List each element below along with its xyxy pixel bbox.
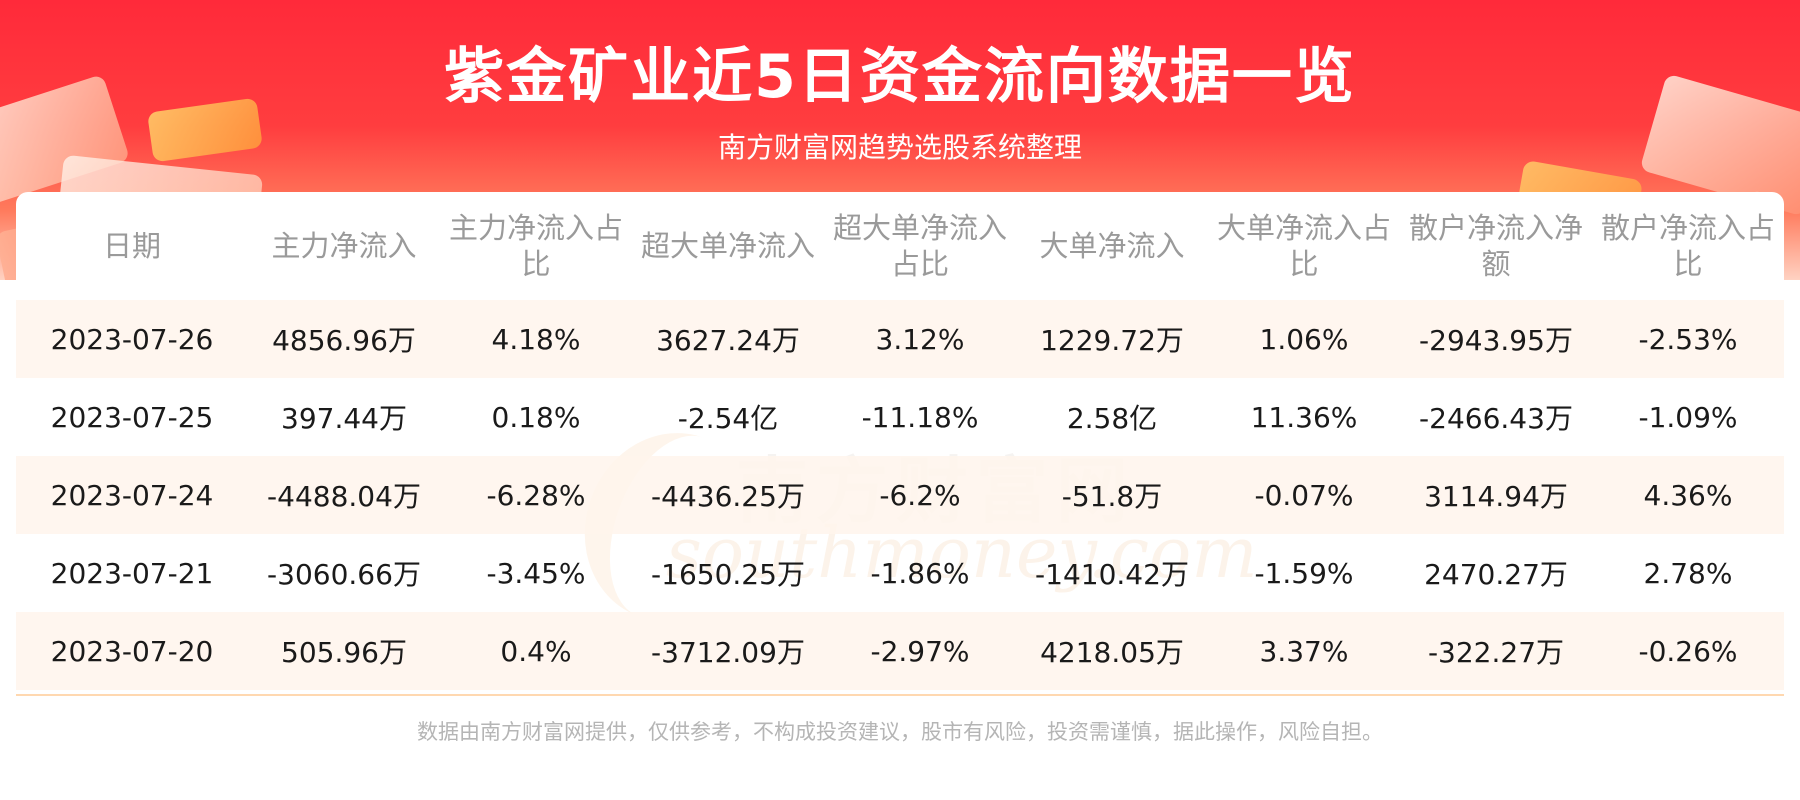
column-header-large-ratio: 大单净流入占比 [1216, 211, 1391, 281]
cell-main-ratio: -6.28% [440, 456, 632, 534]
cell-main-ratio: 4.18% [440, 300, 632, 378]
column-header-main-ratio: 主力净流入占比 [448, 211, 623, 281]
cell-main-ratio: 0.4% [440, 612, 632, 690]
cell-xl-inflow: -4436.25万 [632, 456, 824, 534]
cell-xl-inflow: -3712.09万 [632, 612, 824, 690]
cell-main-inflow: -4488.04万 [248, 456, 440, 534]
cell-retail-ratio: 2.78% [1643, 556, 1733, 590]
footer-divider [16, 694, 1784, 696]
cell-large-inflow: 4218.05万 [1016, 612, 1208, 690]
cell-retail-ratio: 4.36% [1592, 456, 1784, 534]
cell-main-ratio: 0.18% [491, 400, 581, 434]
page-subtitle: 南方财富网趋势选股系统整理 [717, 131, 1082, 164]
cell-xl-inflow: -2.54亿 [677, 402, 779, 435]
cell-retail-inflow: -2466.43万 [1419, 402, 1573, 435]
cell-xl-ratio: -2.97% [824, 612, 1016, 690]
column-header-xl-ratio: 超大单净流入占比 [832, 211, 1007, 281]
cell-large-ratio: 1.06% [1208, 300, 1400, 378]
cell-large-ratio: -0.07% [1208, 456, 1400, 534]
cell-retail-inflow: 3114.94万 [1400, 456, 1592, 534]
table-row: 2023-07-20 505.96万 0.4% -3712.09万 -2.97%… [16, 612, 1784, 690]
cell-retail-ratio: -2.53% [1592, 300, 1784, 378]
table-row: 2023-07-24 -4488.04万 -6.28% -4436.25万 -6… [16, 456, 1784, 534]
cell-large-ratio: -1.59% [1254, 556, 1354, 590]
cell-date: 2023-07-20 [16, 612, 248, 690]
cell-main-ratio: -3.45% [486, 556, 586, 590]
column-header-large-inflow: 大单净流入 [1039, 229, 1185, 263]
column-header-retail-ratio: 散户净流入占比 [1600, 211, 1775, 281]
table-row: 2023-07-25 397.44万 0.18% -2.54亿 -11.18% … [16, 378, 1784, 456]
cell-large-inflow: 2.58亿 [1066, 402, 1158, 435]
table-row: 2023-07-26 4856.96万 4.18% 3627.24万 3.12%… [16, 300, 1784, 378]
cell-xl-ratio: -11.18% [861, 400, 979, 434]
cell-date: 2023-07-26 [16, 300, 248, 378]
cell-large-inflow: -1410.42万 [1035, 558, 1189, 591]
cell-main-inflow: 4856.96万 [248, 300, 440, 378]
cell-retail-inflow: -322.27万 [1400, 612, 1592, 690]
cell-large-inflow: 1229.72万 [1016, 300, 1208, 378]
cell-date: 2023-07-21 [50, 556, 214, 590]
table-header-row: 日期 主力净流入 主力净流入占比 超大单净流入 超大单净流入占比 大单净流入 大… [16, 192, 1784, 300]
cell-main-inflow: 505.96万 [248, 612, 440, 690]
cell-xl-ratio: -1.86% [870, 556, 970, 590]
cell-large-inflow: -51.8万 [1016, 456, 1208, 534]
column-header-main-inflow: 主力净流入 [271, 229, 417, 263]
cell-retail-inflow: 2470.27万 [1424, 558, 1568, 591]
cell-date: 2023-07-25 [50, 400, 214, 434]
table-row: 2023-07-21 -3060.66万 -3.45% -1650.25万 -1… [16, 534, 1784, 612]
cell-main-inflow: -3060.66万 [267, 558, 421, 591]
column-header-date: 日期 [102, 229, 161, 263]
page-title: 紫金矿业近5日资金流向数据一览 [444, 42, 1356, 112]
cell-xl-inflow: -1650.25万 [651, 558, 805, 591]
data-table-card: 南方财富网 southmoney.com 日期 主力净流入 主力净流入占比 超大… [16, 192, 1784, 697]
column-header-xl-inflow: 超大单净流入 [640, 229, 815, 263]
cell-retail-ratio: -1.09% [1638, 400, 1738, 434]
cell-xl-ratio: -6.2% [824, 456, 1016, 534]
column-header-retail-inflow: 散户净流入净额 [1408, 211, 1583, 281]
cell-date: 2023-07-24 [16, 456, 248, 534]
cell-xl-inflow: 3627.24万 [632, 300, 824, 378]
cell-retail-ratio: -0.26% [1592, 612, 1784, 690]
cell-large-ratio: 3.37% [1208, 612, 1400, 690]
cell-large-ratio: 11.36% [1250, 400, 1358, 434]
cell-xl-ratio: 3.12% [824, 300, 1016, 378]
cell-main-inflow: 397.44万 [281, 402, 407, 435]
fund-flow-table: 日期 主力净流入 主力净流入占比 超大单净流入 超大单净流入占比 大单净流入 大… [16, 192, 1784, 690]
disclaimer-text: 数据由南方财富网提供，仅供参考，不构成投资建议，股市有风险，投资需谨慎，据此操作… [417, 720, 1383, 744]
cell-retail-inflow: -2943.95万 [1400, 300, 1592, 378]
